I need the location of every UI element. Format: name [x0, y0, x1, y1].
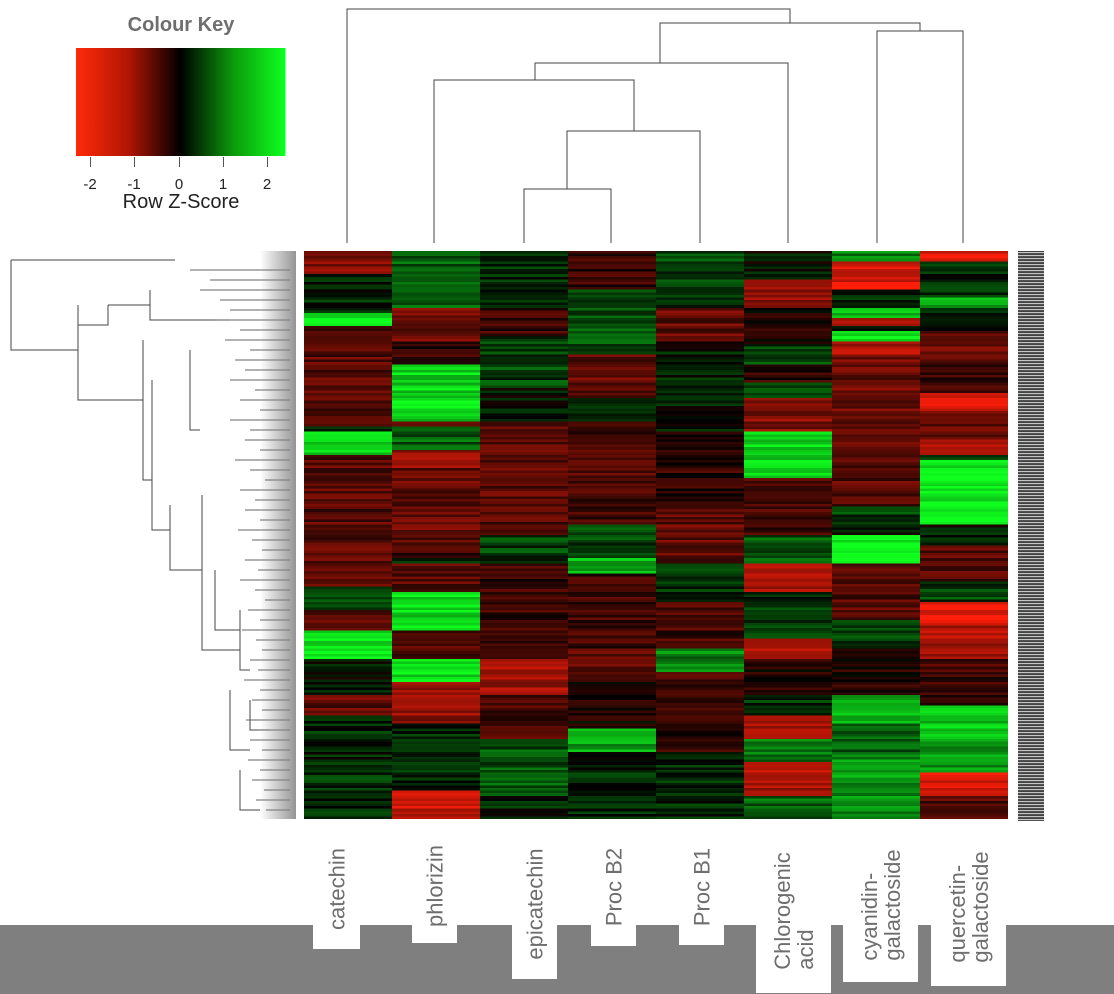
column-label-text: Proc B1: [688, 847, 714, 926]
heatmap-column-chlorogenic-acid: [744, 251, 832, 819]
column-label-line1: cyanidin-: [856, 872, 882, 961]
column-label-text: Chlorogenic acid: [769, 851, 818, 970]
column-label-text: epicatechin: [521, 847, 547, 960]
column-label-text: quercetin- galactoside: [944, 851, 993, 963]
heatmap-column-catechin: [304, 251, 392, 819]
column-label-chlorogenic-acid: Chlorogenic acid: [756, 828, 831, 993]
column-label-text: phlorizin: [421, 844, 447, 927]
column-label-line2: galactoside: [967, 851, 993, 963]
row-dendrogram: [10, 259, 290, 811]
column-label-text: catechin: [323, 847, 349, 930]
key-tick: [267, 157, 268, 167]
column-label-catechin: catechin: [313, 828, 360, 949]
column-label-line1: quercetin-: [944, 864, 970, 963]
heatmap-column-cyanidin-galactoside: [832, 251, 920, 819]
key-tick: [90, 157, 91, 167]
key-tick: [179, 157, 180, 167]
column-label-text: Proc B2: [600, 847, 626, 927]
key-tick-label: 1: [218, 176, 228, 193]
column-label-phlorizin: phlorizin: [412, 828, 457, 943]
column-dendrogram: [346, 8, 964, 243]
column-label-proc-b2: Proc B2: [591, 828, 636, 946]
row-labels: [1018, 251, 1044, 821]
heatmap-column-proc-b1: [656, 251, 744, 819]
heatmap-column-epicatechin: [480, 251, 568, 819]
column-label-text: cyanidin- galactoside: [856, 849, 905, 961]
key-tick-label: -1: [127, 176, 141, 193]
key-tick: [134, 157, 135, 167]
heatmap-column-proc-b2: [568, 251, 656, 819]
key-tick-label: -2: [83, 176, 97, 193]
colour-key-title: Colour Key: [127, 14, 235, 36]
column-label-line2: acid: [792, 928, 818, 970]
footer-gray-band: [0, 925, 1114, 994]
row-dendrogram-leaves: [260, 251, 296, 819]
heatmap: [304, 251, 1008, 819]
heatmap-column-quercetin-galactoside: [920, 251, 1008, 819]
heatmap-column-phlorizin: [392, 251, 480, 819]
column-label-line1: Chlorogenic: [769, 851, 795, 970]
column-label-line2: galactoside: [879, 849, 905, 961]
key-tick-label: 2: [262, 176, 272, 193]
column-label-proc-b1: Proc B1: [679, 828, 724, 945]
column-label-quercetin-galactoside: quercetin- galactoside: [931, 828, 1006, 986]
colour-key-gradient: [76, 48, 285, 156]
column-label-cyanidin-galactoside: cyanidin- galactoside: [843, 828, 918, 982]
colour-key-xlabel: Row Z-Score: [122, 191, 240, 213]
key-tick-label: 0: [174, 176, 184, 193]
column-label-epicatechin: epicatechin: [512, 828, 557, 979]
key-tick: [223, 157, 224, 167]
